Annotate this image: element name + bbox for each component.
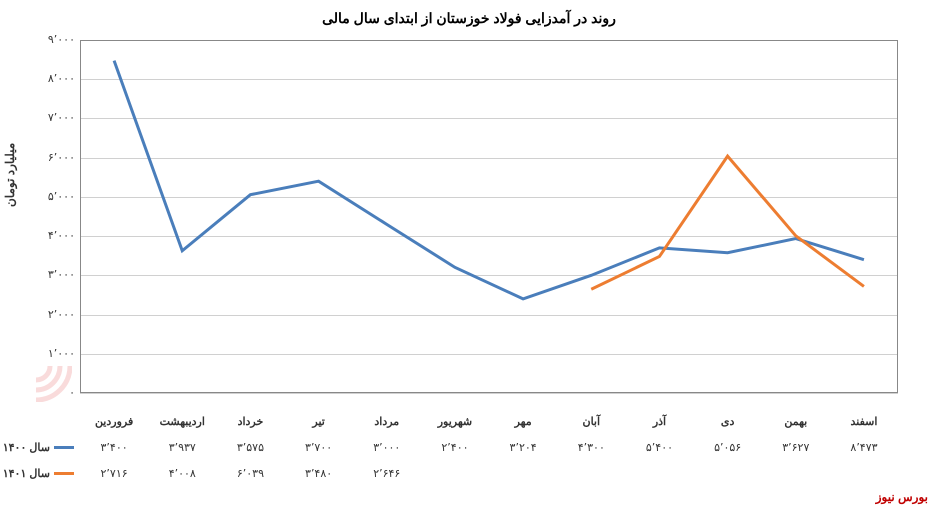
- data-cell: ۳٬۴۸۰: [285, 467, 353, 480]
- category-header: بهمن: [762, 415, 830, 428]
- legend-label: سال ۱۴۰۱: [3, 467, 50, 480]
- data-cell: ۳٬۵۷۵: [216, 441, 284, 454]
- category-header: تیر: [285, 415, 353, 428]
- data-cell: ۵٬۴۰۰: [625, 441, 693, 454]
- category-header: آبان: [557, 415, 625, 428]
- category-header: خرداد: [216, 415, 284, 428]
- y-tick-label: ۲٬۰۰۰: [40, 308, 75, 321]
- y-tick-label: ۳٬۰۰۰: [40, 268, 75, 281]
- y-tick-label: ۷٬۰۰۰: [40, 111, 75, 124]
- table-header-row: فروردیناردیبهشتخردادتیرمردادشهریورمهرآبا…: [0, 408, 898, 434]
- y-axis-label: میلیارد تومان: [3, 143, 17, 207]
- legend-swatch: [54, 446, 74, 449]
- data-table: فروردیناردیبهشتخردادتیرمردادشهریورمهرآبا…: [0, 408, 898, 486]
- gridline: [80, 393, 898, 394]
- table-row: سال ۱۴۰۱ ۲٬۷۱۶۴٬۰۰۸۶٬۰۳۹۳٬۴۸۰۲٬۶۴۶: [0, 460, 898, 486]
- data-cell: ۲٬۴۰۰: [421, 441, 489, 454]
- table-row: سال ۱۴۰۰ ۳٬۴۰۰۳٬۹۳۷۳٬۵۷۵۳٬۷۰۰۳٬۰۰۰۲٬۴۰۰۳…: [0, 434, 898, 460]
- data-cell: ۳٬۲۰۴: [489, 441, 557, 454]
- data-cell: ۳٬۷۰۰: [285, 441, 353, 454]
- source-label: بورس نیوز: [876, 490, 928, 504]
- category-header: آذر: [625, 415, 693, 428]
- y-tick-label: ۸٬۰۰۰: [40, 72, 75, 85]
- chart-title: روند در آمدزایی فولاد خوزستان از ابتدای …: [0, 10, 938, 27]
- data-cell: ۲٬۷۱۶: [80, 467, 148, 480]
- data-cell: ۴٬۰۰۸: [148, 467, 216, 480]
- legend-cell-series1: سال ۱۴۰۰: [0, 441, 80, 454]
- chart-container: روند در آمدزایی فولاد خوزستان از ابتدای …: [0, 0, 938, 508]
- category-header: دی: [694, 415, 762, 428]
- data-cell: ۴٬۳۰۰: [557, 441, 625, 454]
- plot-area: [80, 40, 898, 393]
- data-cell: ۳٬۰۰۰: [353, 441, 421, 454]
- data-cell: ۵٬۰۵۶: [694, 441, 762, 454]
- y-tick-label: ۵٬۰۰۰: [40, 190, 75, 203]
- legend-label: سال ۱۴۰۰: [3, 441, 50, 454]
- data-cell: ۶٬۰۳۹: [216, 467, 284, 480]
- watermark-logo: [0, 330, 72, 402]
- category-header: مهر: [489, 415, 557, 428]
- legend-swatch: [54, 472, 74, 475]
- category-header: مرداد: [353, 415, 421, 428]
- category-header: فروردین: [80, 415, 148, 428]
- data-cell: ۲٬۶۴۶: [353, 467, 421, 480]
- category-header: اردیبهشت: [148, 415, 216, 428]
- category-header: اسفند: [830, 415, 898, 428]
- data-cell: ۳٬۹۳۷: [148, 441, 216, 454]
- data-cell: ۸٬۴۷۳: [830, 441, 898, 454]
- category-header: شهریور: [421, 415, 489, 428]
- data-cell: ۳٬۴۰۰: [80, 441, 148, 454]
- y-tick-label: ۹٬۰۰۰: [40, 33, 75, 46]
- y-tick-label: ۶٬۰۰۰: [40, 151, 75, 164]
- legend-cell-series2: سال ۱۴۰۱: [0, 467, 80, 480]
- data-cell: ۳٬۶۲۷: [762, 441, 830, 454]
- y-tick-label: ۴٬۰۰۰: [40, 229, 75, 242]
